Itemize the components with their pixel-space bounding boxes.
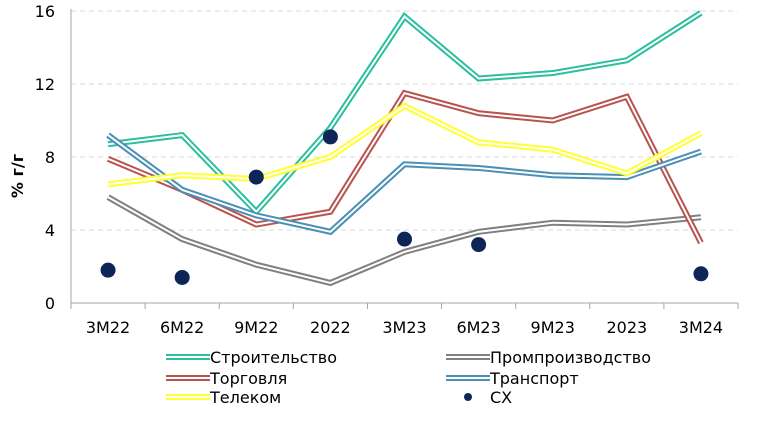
x-tick-label-3: 2022 xyxy=(310,318,351,337)
legend-item-0: Строительство xyxy=(166,348,337,367)
legend-item-4: Телеком xyxy=(166,388,281,407)
series-5-point-5 xyxy=(471,237,487,253)
gridlines xyxy=(71,10,738,231)
series-4-line-outer xyxy=(107,102,703,188)
y-tick-label-4: 16 xyxy=(35,2,55,21)
series-markers xyxy=(100,129,709,285)
y-tick-label-2: 8 xyxy=(45,148,55,167)
y-tick-labels: 0 4 8 12 16 xyxy=(35,2,55,313)
y-tick-label-3: 12 xyxy=(35,75,55,94)
legend-item-2: Торговля xyxy=(166,369,287,388)
series-4-line xyxy=(107,102,703,188)
x-tick-label-0: 3М22 xyxy=(86,318,130,337)
legend-label-4: Телеком xyxy=(209,388,281,407)
series-5-point-2 xyxy=(248,169,264,185)
legend-label-0: Строительство xyxy=(210,348,337,367)
series-lines xyxy=(106,10,704,287)
series-5-point-3 xyxy=(322,129,338,145)
x-tick-labels: 3М22 6М22 9М22 2022 3М23 6М23 9М23 2023 3М24 xyxy=(86,318,723,337)
legend-item-3: Транспорт xyxy=(446,369,579,388)
series-0-line xyxy=(107,10,703,217)
series-1-line-inner xyxy=(107,196,702,284)
y-tick-label-1: 4 xyxy=(45,221,55,240)
legend-label-1: Промпроизводство xyxy=(490,348,651,367)
series-3-line-inner xyxy=(107,134,702,233)
legend-item-1: Промпроизводство xyxy=(446,348,651,367)
x-tick-label-8: 3М24 xyxy=(679,318,723,337)
x-tick-label-4: 3М23 xyxy=(382,318,426,337)
series-5-point-4 xyxy=(397,231,412,247)
axes xyxy=(70,9,739,309)
series-3-line xyxy=(106,132,702,236)
legend-label-2: Торговля xyxy=(209,369,287,388)
legend-label-3: Транспорт xyxy=(489,369,579,388)
series-5-point-0 xyxy=(100,262,116,278)
y-tick-label-0: 0 xyxy=(45,294,55,313)
x-tick-label-2: 9М22 xyxy=(234,318,278,337)
legend-label-5: СХ xyxy=(490,388,512,407)
legend: Строительство Промпроизводство Торговля Тра… xyxy=(166,348,651,407)
series-5-point-8 xyxy=(693,266,709,282)
x-tick-label-5: 6М23 xyxy=(456,318,500,337)
series-5-point-1 xyxy=(174,269,190,285)
series-4-line-inner xyxy=(107,104,702,186)
x-tick-label-6: 9М23 xyxy=(531,318,575,337)
x-tick-label-1: 6М22 xyxy=(160,318,204,337)
legend-item-5: СХ xyxy=(464,388,512,407)
legend-swatch-5 xyxy=(464,393,472,401)
series-0-line-inner xyxy=(107,11,702,214)
x-tick-label-7: 2023 xyxy=(606,318,647,337)
series-1-line xyxy=(106,194,702,287)
y-axis-title: % г/г xyxy=(8,154,27,198)
series-0-line-outer xyxy=(107,10,703,217)
